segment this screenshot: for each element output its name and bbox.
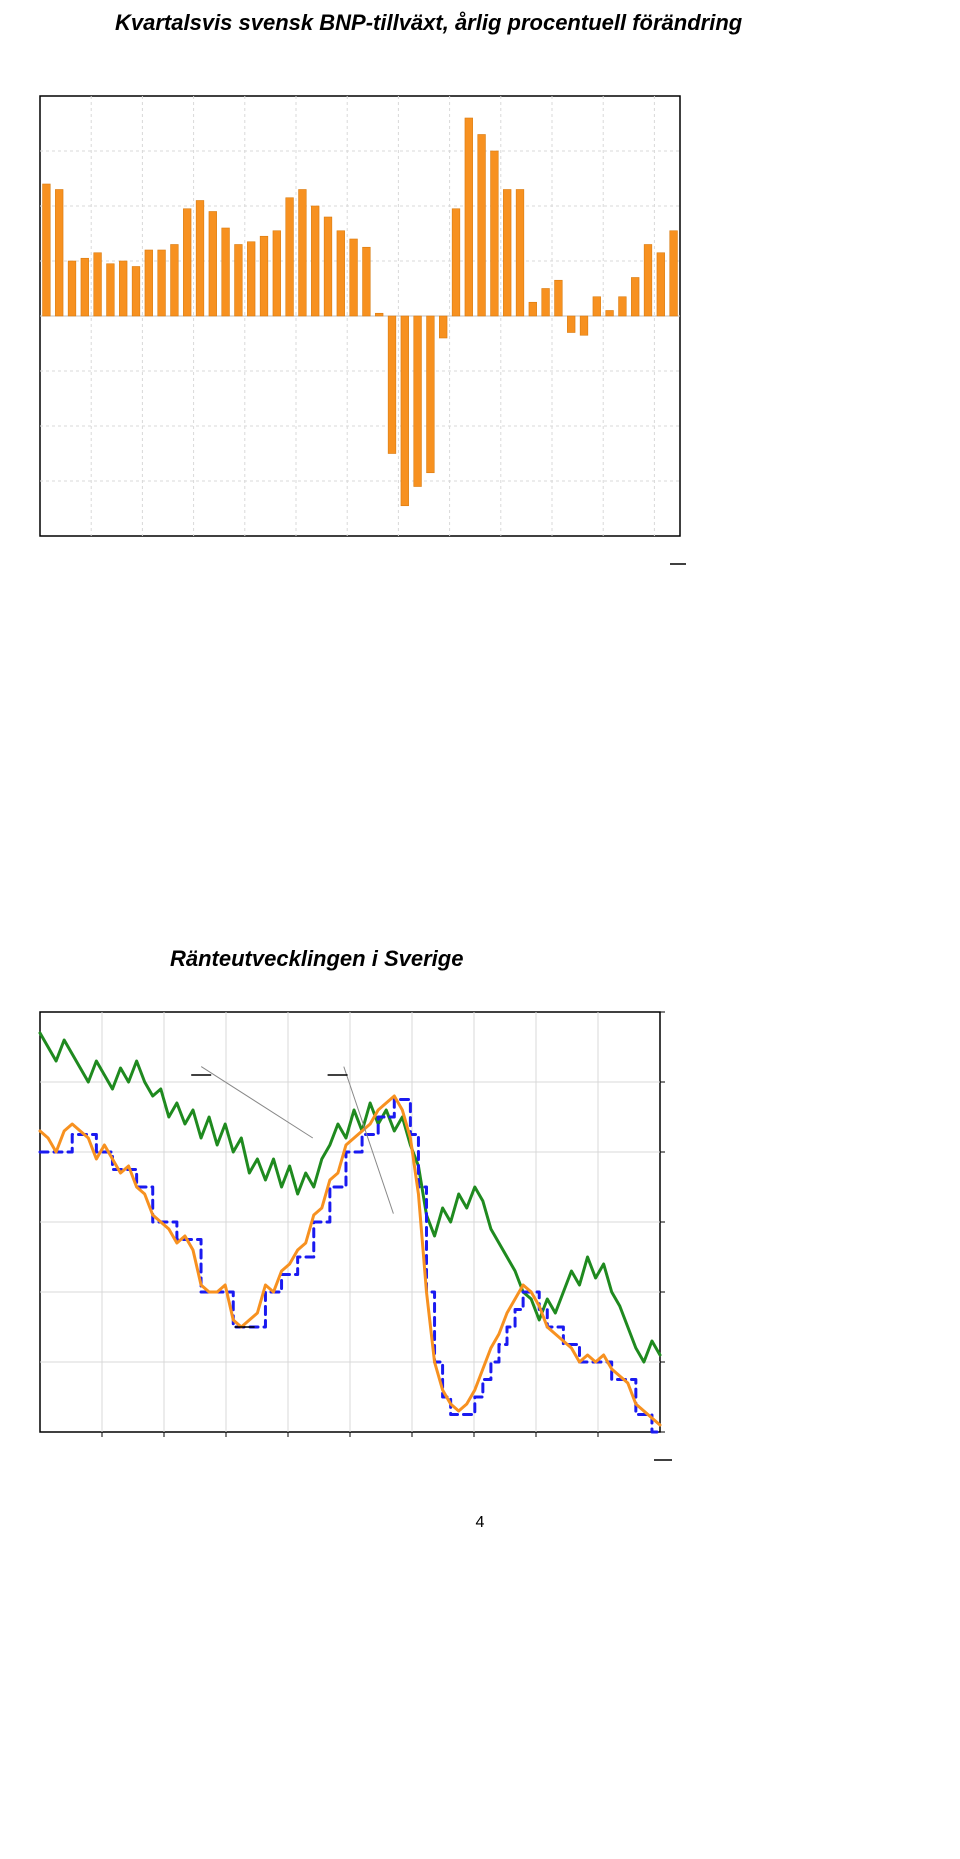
chart1-container — [0, 36, 960, 596]
chart1-svg — [0, 36, 710, 596]
chart2-svg — [0, 972, 700, 1492]
chart2-title: Ränteutvecklingen i Sverige — [170, 946, 960, 972]
chart2-container — [0, 972, 960, 1492]
page: Kvartalsvis svensk BNP-tillväxt, årlig p… — [0, 0, 960, 1552]
chart1-title: Kvartalsvis svensk BNP-tillväxt, årlig p… — [115, 10, 960, 36]
page-number: 4 — [0, 1514, 960, 1532]
